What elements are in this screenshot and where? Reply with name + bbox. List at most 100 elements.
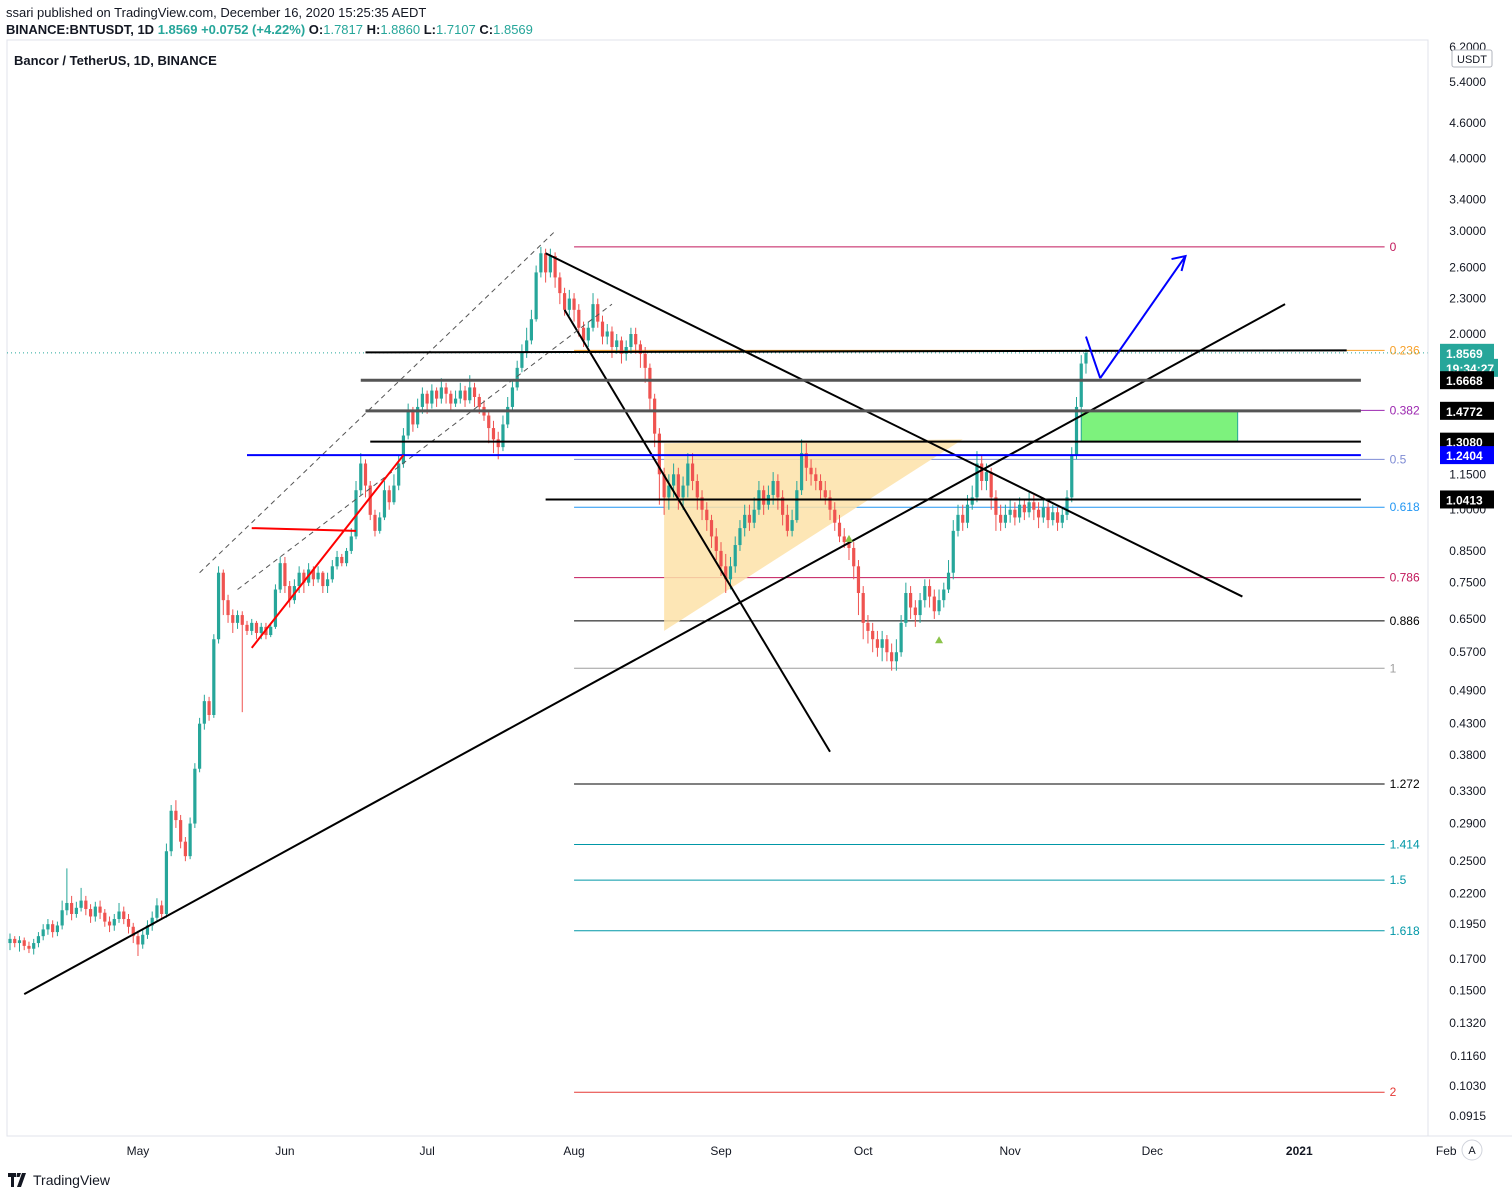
candle-body [32,943,36,949]
candle-body [885,639,889,653]
price-tag-box [1440,401,1494,420]
candles [8,246,1088,956]
fibonacci-retracement[interactable]: 0 0.236 0.382 0.5 0.618 0.786 0.886 1 1.272 1.414… [574,240,1420,1099]
time-tick-label: Nov [999,1144,1020,1158]
candle-body [913,607,917,616]
candle-body [747,514,752,523]
fib-level-label: 0 [1390,240,1397,254]
lower-channel-line[interactable] [237,303,613,590]
price-tick-label: 2.3000 [1449,292,1486,306]
candle-body [956,514,960,531]
time-tick-label: Jun [275,1144,294,1158]
time-tick-label: Aug [563,1144,584,1158]
candle-body [363,463,368,486]
blue-down-arrow[interactable] [1085,336,1102,379]
time-tick-label: Jul [419,1144,434,1158]
candle-body [600,321,605,337]
candle-body [117,911,121,920]
candle-body [700,497,704,510]
price-tick-label: 0.2200 [1449,887,1486,901]
tradingview-logo-icon [8,1173,28,1187]
price-axis[interactable]: 6.20005.40004.60004.00003.40003.00002.60… [1427,40,1512,1136]
candle-body [795,490,799,521]
candle-body [946,572,951,590]
candle-body [681,485,685,498]
candle-body [183,841,187,857]
auto-scale-button[interactable] [1461,1139,1483,1161]
candle-body [942,589,946,601]
candle-body [212,639,216,715]
candle-body [297,572,301,587]
candle-body [359,463,363,491]
candle-body [382,490,387,518]
time-axis[interactable]: May Jun Jul Aug Sep Oct Nov Dec 2021 Feb A [7,1135,1512,1161]
candle-body [828,497,832,510]
candle-body [818,480,823,491]
candle-body [98,906,102,913]
price-tick-label: 3.0000 [1449,224,1486,238]
candle-body [790,520,794,531]
candle-body [705,509,709,521]
candle-body [221,572,225,601]
candle-body [235,615,240,623]
signal-marker-icon [935,636,944,644]
candle-body [160,905,164,914]
trend-drawings[interactable] [23,230,1361,995]
candle-body [927,586,932,597]
currency-badge[interactable] [1451,49,1493,68]
candle-body [591,304,595,328]
candle-body [259,626,263,633]
candle-body [330,566,334,580]
price-tag-box [1440,446,1494,465]
candle-body [439,387,443,399]
candle-body [41,929,45,937]
price-tag-label: 1.2404 [1446,449,1483,463]
red-horizontal-line[interactable] [251,527,357,532]
candle-body [562,293,567,310]
upper-channel-line[interactable] [199,230,556,574]
fib-level-label: 0.236 [1390,343,1420,357]
open-label: O: [308,22,324,37]
price-tick-label: 5.4000 [1449,75,1486,89]
price-tick-label: 0.1030 [1449,1079,1486,1093]
candle-body [349,536,353,551]
resistance-line-1865[interactable] [365,349,1347,354]
candle-body [1036,509,1041,518]
price-tick-label: 0.3800 [1449,748,1486,762]
price-tick-label: 0.4900 [1449,684,1486,698]
candle-body [1041,507,1045,518]
tradingview-logo[interactable]: TradingView [8,1172,110,1188]
candle-body [610,331,614,348]
candle-body [814,474,818,481]
currency-label: USDT [1457,54,1487,66]
candle-body [406,410,410,436]
red-trendline[interactable] [250,454,405,649]
candle-body [1065,497,1069,515]
uptrend-line[interactable] [23,303,1286,995]
candle-body [231,615,235,623]
price-change: +0.0752 (+4.22%) [201,22,306,37]
candle-body [449,393,453,404]
candle-body [937,600,941,612]
candle-body [193,768,197,824]
blue-up-arrow[interactable] [1099,255,1187,379]
time-tick-label: Sep [710,1144,732,1158]
candle-body [923,586,927,601]
fib-level-label: 1 [1390,661,1397,675]
candle-body [558,277,562,294]
price-tag-box [1440,343,1494,362]
candle-body [164,851,169,914]
downtrend-line[interactable] [545,252,1243,598]
candle-body [932,596,936,612]
time-tick-label: 2021 [1286,1144,1313,1158]
steep-downtrend-line[interactable] [563,309,831,753]
candle-body [1070,455,1074,498]
time-tick-label: May [127,1144,150,1158]
candle-body [804,453,808,468]
candle-body [1079,363,1083,407]
candle-body [653,398,657,434]
candle-body [534,272,538,320]
time-tick-label: Feb [1436,1144,1457,1158]
price-tick-label: 0.1500 [1449,984,1486,998]
